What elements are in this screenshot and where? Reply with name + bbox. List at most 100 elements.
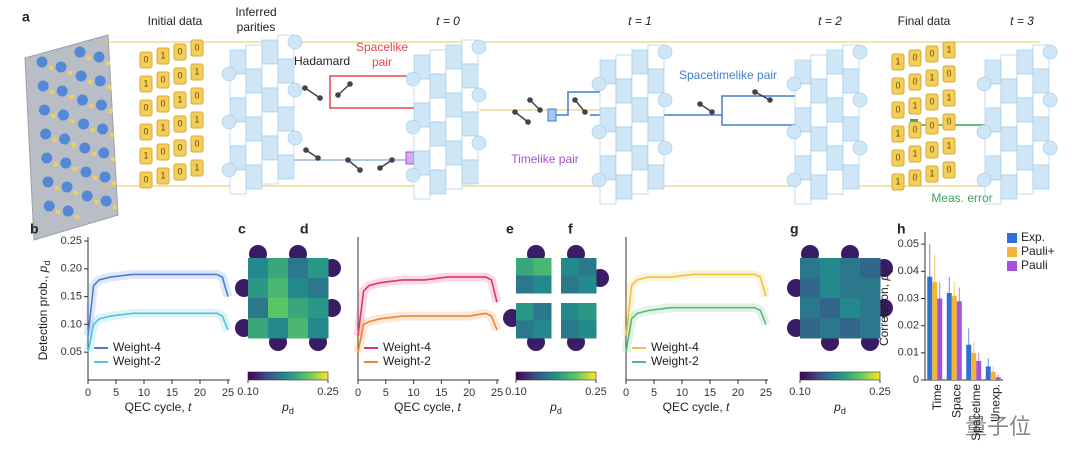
y-tick-label: 0.25 bbox=[61, 235, 82, 247]
parity-tile bbox=[277, 154, 295, 180]
heat-cell bbox=[820, 278, 841, 299]
parity-tile bbox=[245, 44, 263, 70]
qubit bbox=[93, 51, 105, 63]
heat-cell bbox=[288, 278, 309, 299]
parity-tile bbox=[1032, 164, 1050, 190]
label: Timelike pair bbox=[511, 152, 579, 166]
bit: 1 bbox=[929, 72, 934, 82]
bit: 1 bbox=[194, 66, 199, 76]
panel-letter: a bbox=[22, 9, 30, 25]
parity-tile bbox=[826, 121, 844, 147]
x-tick-label: 5 bbox=[651, 387, 657, 399]
parity-tile bbox=[1000, 54, 1018, 80]
colorbar-tick-label: 0.10 bbox=[505, 386, 526, 398]
x-tick-label: 0 bbox=[623, 387, 629, 399]
bit-tile bbox=[942, 161, 956, 179]
parity-tile bbox=[445, 68, 463, 94]
label-sub: d bbox=[42, 261, 52, 266]
parity-tile bbox=[810, 150, 828, 176]
bit: 1 bbox=[177, 94, 182, 104]
panel-letter: e bbox=[506, 221, 514, 237]
parity-tile bbox=[810, 54, 828, 80]
timelike-end bbox=[405, 151, 415, 165]
qubit-aux bbox=[51, 114, 56, 118]
legend-label: Pauli+ bbox=[1021, 244, 1055, 258]
bit: 0 bbox=[160, 98, 165, 108]
parity-tile bbox=[429, 97, 447, 123]
heat-cell bbox=[268, 258, 289, 279]
x-tick-label: 25 bbox=[760, 387, 772, 399]
x-tick-label: 25 bbox=[491, 387, 503, 399]
parity-bump bbox=[786, 124, 802, 140]
dumbbell-end bbox=[537, 107, 543, 113]
qubit-aux bbox=[106, 61, 110, 65]
bit: 1 bbox=[946, 92, 951, 102]
qubit bbox=[38, 104, 50, 116]
parity-tile bbox=[1000, 150, 1018, 176]
bit-tile bbox=[190, 63, 204, 81]
bit-tile bbox=[891, 149, 905, 167]
qubit-aux bbox=[107, 85, 112, 89]
dumbbell-end bbox=[389, 157, 395, 163]
bit-tile bbox=[925, 165, 939, 183]
series-line bbox=[87, 312, 229, 353]
bit-tile bbox=[156, 167, 170, 185]
bit-tile bbox=[891, 173, 905, 191]
parity-tile bbox=[631, 73, 649, 99]
parity-tile bbox=[1016, 73, 1034, 99]
heat-cell bbox=[561, 303, 579, 321]
x-tick-label: 15 bbox=[435, 387, 447, 399]
parity-tile bbox=[1032, 116, 1050, 142]
parity-tile bbox=[647, 164, 665, 190]
parity-tile bbox=[261, 159, 279, 185]
parity-tile bbox=[261, 63, 279, 89]
panel-letter: h bbox=[897, 221, 906, 237]
bit-tile bbox=[156, 71, 170, 89]
qubit bbox=[59, 133, 71, 145]
legend-label: Exp. bbox=[1021, 230, 1045, 244]
bit-tile bbox=[139, 123, 153, 141]
series-halo bbox=[353, 272, 502, 337]
qubit-aux bbox=[108, 109, 113, 113]
bit-tile bbox=[891, 53, 905, 71]
x-tick-label: Space bbox=[949, 384, 963, 418]
x-tick-label: 15 bbox=[704, 387, 716, 399]
qubit bbox=[75, 70, 87, 82]
label-var: p bbox=[36, 265, 50, 273]
heat-cell bbox=[860, 278, 881, 299]
parity-bump bbox=[221, 114, 237, 130]
bit-tile bbox=[925, 69, 939, 87]
y-tick-label: 0.05 bbox=[898, 238, 919, 250]
bit: 0 bbox=[143, 126, 148, 136]
bit: 0 bbox=[929, 96, 934, 106]
bit: 0 bbox=[143, 54, 148, 64]
x-tick-label: 10 bbox=[676, 387, 688, 399]
parity-bump bbox=[471, 87, 487, 103]
parity-tile bbox=[810, 102, 828, 128]
bit-tile bbox=[139, 171, 153, 189]
parity-tile bbox=[461, 111, 479, 137]
bit: 0 bbox=[912, 172, 917, 182]
x-tick-label: Spacetime bbox=[969, 384, 983, 441]
bit-tile bbox=[942, 137, 956, 155]
legend-label: Weight-2 bbox=[651, 354, 699, 368]
heat-cell bbox=[268, 278, 289, 299]
parity-bump bbox=[287, 130, 303, 146]
parity-tile bbox=[245, 116, 263, 142]
bit: 1 bbox=[194, 162, 199, 172]
parity-tile bbox=[445, 44, 463, 70]
bar bbox=[956, 301, 962, 380]
parity-bump bbox=[976, 172, 992, 188]
heat-cell bbox=[820, 318, 841, 339]
label-var: p bbox=[281, 400, 289, 414]
bit: 1 bbox=[946, 140, 951, 150]
qubit bbox=[98, 147, 110, 159]
y-tick-label: 0.10 bbox=[61, 318, 82, 330]
dumbbell-end bbox=[357, 167, 363, 173]
qubit bbox=[62, 205, 74, 217]
parity-tile bbox=[631, 97, 649, 123]
bit: 1 bbox=[912, 100, 917, 110]
label: Initial data bbox=[148, 14, 203, 28]
qubit-aux bbox=[68, 71, 72, 75]
